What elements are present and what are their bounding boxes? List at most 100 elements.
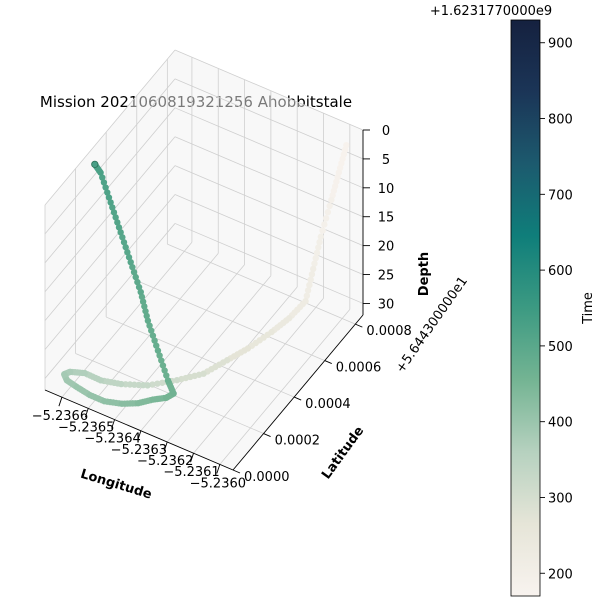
x-tick-mark [137, 430, 142, 440]
grid-line [193, 297, 324, 454]
y-tick-mark [263, 433, 271, 437]
grid-line [174, 223, 364, 304]
y-tick-label: 0.0006 [336, 361, 382, 376]
track-point [307, 276, 314, 283]
track-point [313, 249, 321, 257]
grid-line [174, 107, 364, 189]
colorbar-tick-label: 600 [548, 264, 573, 279]
colorbar-label: Time [581, 292, 596, 325]
axis-lines [44, 130, 364, 471]
track-point [102, 184, 109, 191]
z-axis-label: Depth [417, 252, 432, 296]
z-tick-label: 0 [382, 124, 390, 139]
track-point [328, 196, 335, 204]
track-point [322, 215, 330, 222]
z-tick-label: 25 [378, 269, 395, 284]
x-axis-line [44, 389, 234, 471]
track-point [107, 199, 114, 206]
x-tick-mark [216, 464, 221, 474]
x-tick-mark [190, 453, 194, 463]
track-point [137, 288, 144, 296]
track-point [112, 214, 119, 221]
z-tick-label: 10 [378, 182, 395, 197]
z-tick-label: 15 [378, 211, 395, 226]
track-point [158, 357, 165, 364]
track-point [153, 342, 160, 349]
track-point [115, 224, 123, 231]
x-tick-label: −5.2360 [190, 476, 246, 491]
x-tick-mark [163, 441, 168, 452]
track-point [134, 278, 141, 286]
track-point [109, 204, 116, 211]
track-point [120, 239, 128, 246]
track-point [306, 281, 313, 289]
y-axis-line [232, 314, 364, 471]
x-tick-mark [58, 397, 63, 407]
y-tick-label: 0.0000 [244, 470, 290, 485]
track-point [159, 379, 166, 386]
grid-line [106, 316, 295, 398]
track-point [154, 347, 162, 354]
y-tick-mark [355, 323, 363, 328]
grid-line [136, 280, 325, 361]
y-tick-label: 0.0008 [366, 324, 412, 339]
grid-line [174, 165, 364, 246]
track-point [159, 362, 167, 369]
track-point [127, 258, 134, 266]
grid-line [44, 194, 176, 350]
colorbar-offset-text: +1.6231770000e9 [430, 4, 552, 19]
track-point [130, 268, 138, 276]
x-tick-label: −5.2362 [137, 454, 193, 469]
track-point [317, 233, 325, 240]
track-point [132, 273, 139, 281]
colorbar [510, 19, 541, 597]
track-point [161, 367, 168, 374]
track-point [129, 263, 136, 271]
y-tick-mark [293, 396, 302, 401]
track-point [308, 271, 316, 278]
track-point [303, 292, 311, 300]
track-point [125, 254, 133, 261]
track-point [151, 337, 158, 344]
track-point [154, 380, 161, 387]
x-tick-mark [84, 408, 89, 418]
trajectory-series [61, 141, 350, 407]
grid-line [44, 49, 176, 206]
x-tick-label: −5.2363 [111, 443, 167, 458]
track-point [146, 322, 153, 329]
track-point [91, 160, 99, 168]
track-point [117, 229, 124, 236]
track-point [122, 244, 129, 251]
track-point [316, 238, 323, 246]
track-point [114, 219, 121, 226]
x-tick-label: −5.2361 [163, 465, 219, 480]
track-point [312, 254, 319, 262]
track-point [99, 174, 106, 181]
axes-grid [44, 49, 364, 471]
track-point [324, 208, 332, 216]
track-point [148, 327, 155, 334]
track-point [105, 194, 113, 201]
y-tick-label: 0.0002 [275, 434, 321, 449]
x-tick-mark [111, 419, 115, 429]
track-point [304, 287, 312, 294]
grid-line [167, 243, 356, 325]
track-point [100, 179, 108, 186]
track-point [321, 221, 328, 228]
grid-line [44, 136, 176, 292]
z-axis-ticks: 0 5 10 15 20 25 30 [363, 124, 394, 312]
track-point [164, 377, 172, 384]
track-point [173, 376, 181, 384]
track-point [315, 244, 322, 251]
left-pane [45, 50, 175, 390]
colorbar-tick-label: 500 [548, 340, 573, 355]
z-tick-label: 20 [378, 240, 395, 255]
grid-line [44, 107, 176, 264]
grid-line [140, 275, 272, 432]
grid-line [174, 136, 364, 218]
track-point [156, 352, 163, 359]
colorbar-tick-label: 700 [548, 188, 573, 203]
track-point [319, 227, 326, 234]
colorbar-tick-label: 200 [548, 567, 573, 582]
